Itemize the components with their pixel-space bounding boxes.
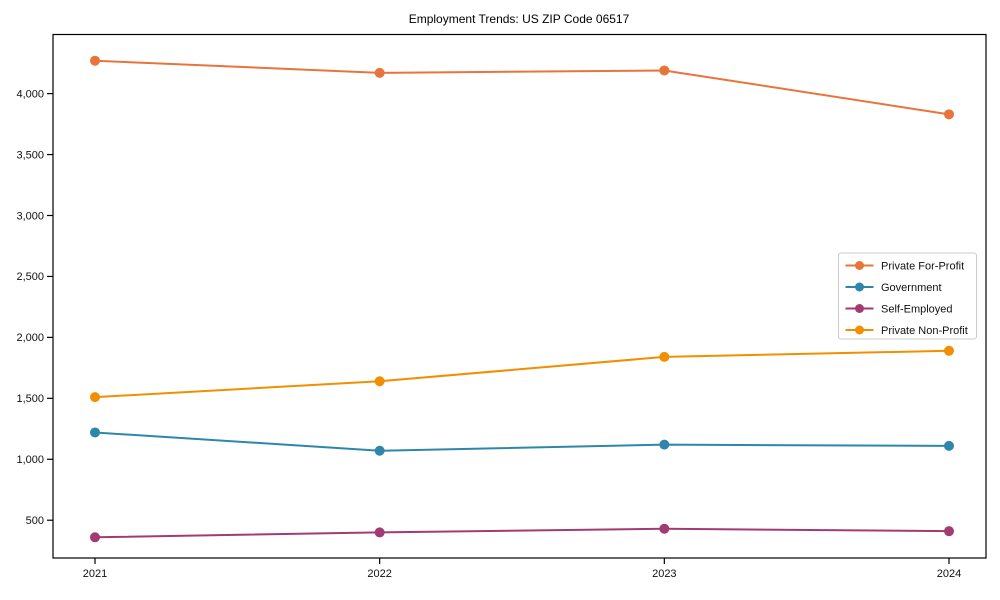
- y-tick-label: 2,500: [16, 271, 44, 283]
- legend-box: [838, 252, 977, 340]
- x-tick-label: 2022: [367, 568, 391, 580]
- legend-label-self-employed: Self-Employed: [881, 303, 953, 315]
- y-tick-label: 500: [26, 515, 44, 527]
- y-tick-label: 4,000: [16, 88, 44, 100]
- legend-label-government: Government: [881, 282, 942, 294]
- legend-marker-private-non-profit: [855, 325, 864, 335]
- legend: Private For-Profit Government Self-Employe…: [838, 252, 977, 340]
- data-point-private-for-profit: [659, 65, 670, 76]
- data-point-government: [944, 440, 954, 451]
- data-point-government: [659, 439, 670, 450]
- y-tick-label: 3,500: [16, 149, 44, 161]
- chart-title: Employment Trends: US ZIP Code 06517: [409, 12, 630, 26]
- data-point-self-employed: [90, 532, 100, 543]
- x-tick-label: 2021: [83, 568, 107, 580]
- data-point-private-non-profit: [659, 351, 670, 362]
- data-point-private-non-profit: [944, 345, 954, 356]
- series-line-private-for-profit: [94, 59, 950, 116]
- legend-label-private-non-profit: Private Non-Profit: [881, 325, 968, 337]
- data-point-private-non-profit: [374, 376, 385, 387]
- legend-marker-self-employed: [855, 304, 864, 313]
- x-tick-label: 2024: [937, 568, 961, 580]
- y-tick-label: 3,000: [16, 210, 44, 222]
- data-point-private-for-profit: [944, 109, 954, 120]
- legend-marker-private-for-profit: [855, 261, 864, 270]
- y-tick-label: 1,000: [16, 454, 44, 466]
- data-point-private-non-profit: [90, 392, 100, 403]
- data-point-self-employed: [944, 526, 954, 537]
- axes-frame: [52, 33, 987, 559]
- series-line-private-non-profit: [94, 349, 950, 399]
- data-point-self-employed: [374, 527, 385, 538]
- data-point-private-for-profit: [374, 67, 385, 78]
- legend-label-private-for-profit: Private For-Profit: [881, 260, 964, 272]
- data-point-private-for-profit: [90, 55, 100, 66]
- series-line-self-employed: [94, 527, 950, 539]
- y-tick-label: 2,000: [16, 332, 44, 344]
- legend-marker-government: [855, 282, 864, 292]
- y-tick-label: 1,500: [16, 393, 44, 405]
- data-point-self-employed: [659, 523, 670, 534]
- plot-group: 500 1,000 1,500 2,000 2,500 3,000 3,500 4,000 20…: [16, 33, 987, 580]
- series-line-government: [94, 431, 950, 452]
- x-tick-label: 2023: [652, 568, 676, 580]
- data-point-government: [90, 427, 100, 438]
- data-point-government: [374, 445, 385, 456]
